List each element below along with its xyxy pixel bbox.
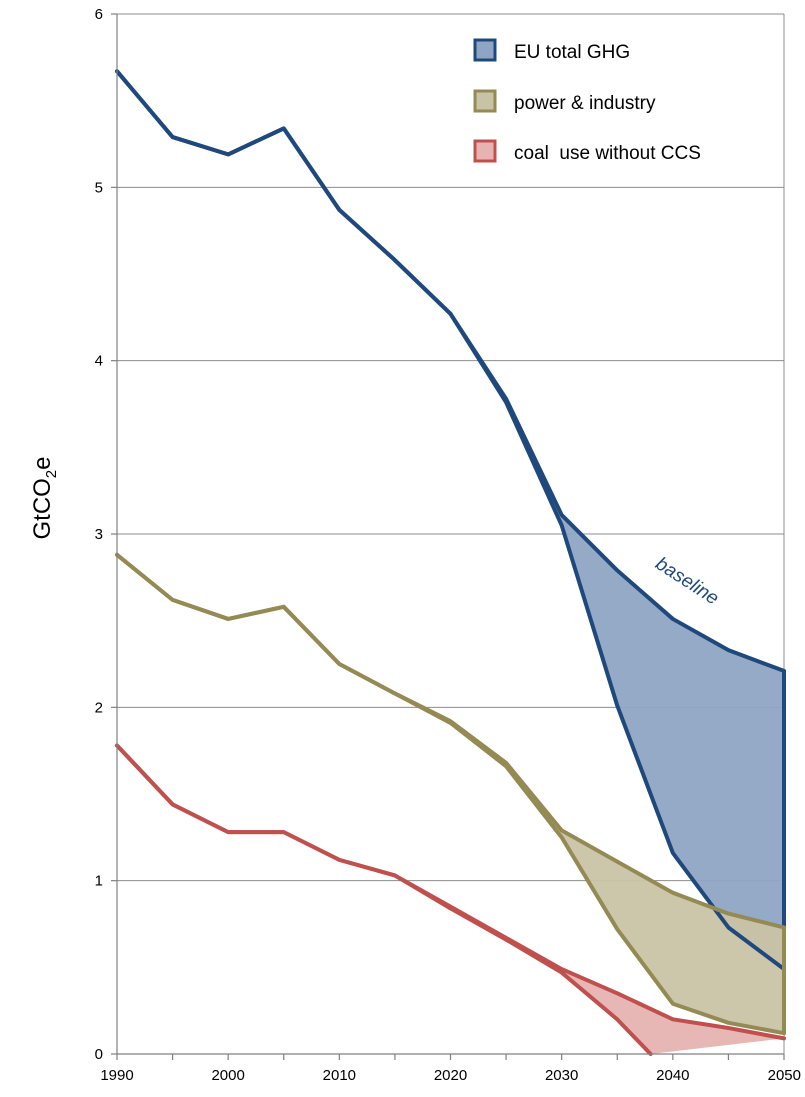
legend-swatch-coal-use	[473, 139, 497, 163]
y-tick-label: 2	[95, 699, 103, 716]
legend-swatch-eu-total-ghg	[473, 38, 497, 62]
series-line-lower-0	[115, 69, 786, 972]
axes	[111, 13, 785, 1060]
y-axis-label-subscript: 2	[43, 470, 60, 478]
legend-label-coal-use: coal use without CCS	[514, 143, 701, 164]
y-tick-label: 1	[95, 873, 103, 890]
area-fills	[117, 71, 784, 1054]
series-lines	[115, 69, 786, 1056]
y-axis-label-tail: e	[29, 456, 56, 469]
area-fill-series-1	[117, 554, 784, 1034]
x-tick-label: 2040	[656, 1067, 689, 1084]
x-tick-label: 2050	[768, 1067, 801, 1084]
tick-labels: 0 1 2 3 4 5 6 1990 2000 2010 2020 2030 2040 2050	[95, 6, 801, 1084]
legend-label-eu-total-ghg: EU total GHG	[514, 42, 630, 63]
legend-swatch-power-industry	[473, 89, 497, 113]
x-tick-label: 2030	[545, 1067, 578, 1084]
y-axis-label-main: GtCO	[29, 478, 56, 539]
y-tick-label: 3	[95, 526, 103, 543]
series-line-lower-1	[115, 552, 786, 1036]
x-tick-label: 2020	[434, 1067, 467, 1084]
y-tick-label: 6	[95, 6, 103, 23]
area-fill-series-0	[117, 71, 784, 970]
legend-item-power-industry: power & industry	[473, 89, 656, 114]
legend-label-power-industry: power & industry	[514, 93, 656, 114]
y-tick-label: 0	[95, 1046, 103, 1063]
x-tick-label: 2010	[323, 1067, 356, 1084]
y-tick-label: 5	[95, 179, 103, 196]
series-line-lower-2	[115, 743, 653, 1056]
x-tick-label: 1990	[100, 1067, 133, 1084]
legend-item-eu-total-ghg: EU total GHG	[473, 38, 630, 63]
legend: EU total GHG power & industry coal use w…	[473, 38, 701, 164]
y-tick-label: 4	[95, 353, 103, 370]
y-axis-label: GtCO2e	[29, 456, 60, 539]
legend-item-coal-use: coal use without CCS	[473, 139, 701, 164]
x-tick-label: 2000	[211, 1067, 244, 1084]
